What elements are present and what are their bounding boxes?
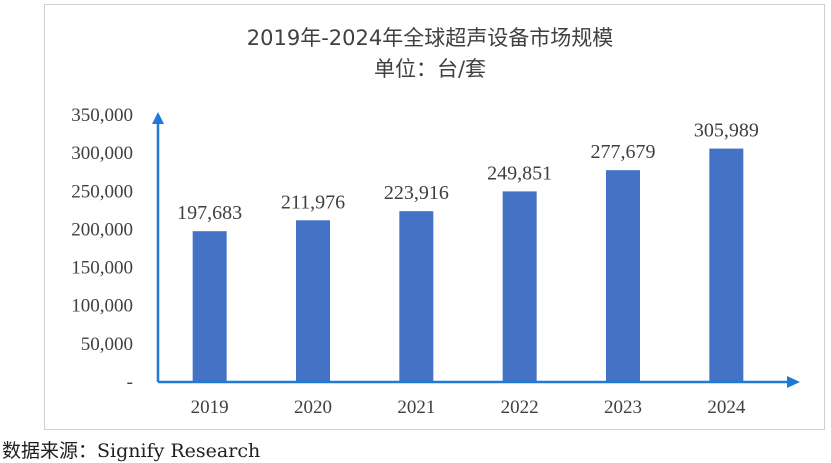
data-label: 197,683 xyxy=(177,202,242,224)
x-tick-label: 2019 xyxy=(191,397,229,418)
y-tick-label: 200,000 xyxy=(71,219,133,240)
axes xyxy=(152,112,800,388)
y-tick-label: 150,000 xyxy=(71,258,133,279)
y-axis-ticks: - 50,000 100,000 150,000 200,000 250,000 300,0… xyxy=(71,105,133,393)
bar xyxy=(709,148,744,382)
y-tick-label: - xyxy=(127,372,133,393)
x-tick-label: 2020 xyxy=(294,397,332,418)
x-axis-ticks: 2019 2020 2021 2022 2023 2024 xyxy=(191,397,746,418)
y-tick-label: 100,000 xyxy=(71,296,133,317)
chart-frame xyxy=(44,4,825,430)
x-tick-label: 2024 xyxy=(707,397,746,418)
x-tick-label: 2022 xyxy=(501,397,539,418)
data-label: 211,976 xyxy=(281,191,345,213)
bar xyxy=(606,170,640,382)
bar xyxy=(399,211,434,382)
data-label: 277,679 xyxy=(591,141,656,163)
bar xyxy=(502,191,537,382)
bar xyxy=(192,231,227,382)
x-axis-arrow xyxy=(787,376,800,388)
y-tick-label: 50,000 xyxy=(81,334,133,355)
y-tick-label: 250,000 xyxy=(71,181,133,202)
source-note: 数据来源：Signify Research xyxy=(2,440,261,462)
chart-subtitle: 单位：台/套 xyxy=(374,57,486,81)
y-tick-label: 300,000 xyxy=(71,143,133,164)
y-axis-arrow xyxy=(152,112,164,124)
data-label: 223,916 xyxy=(384,182,449,204)
data-label: 249,851 xyxy=(487,162,552,184)
y-tick-label: 350,000 xyxy=(71,105,133,126)
bar xyxy=(296,220,330,382)
bars xyxy=(192,148,744,382)
data-label: 305,989 xyxy=(694,120,759,142)
x-tick-label: 2021 xyxy=(397,397,435,418)
chart-title: 2019年-2024年全球超声设备市场规模 xyxy=(247,26,613,50)
x-tick-label: 2023 xyxy=(604,397,642,418)
data-labels: 197,683 211,976 223,916 249,851 277,679 305,9… xyxy=(177,120,759,225)
